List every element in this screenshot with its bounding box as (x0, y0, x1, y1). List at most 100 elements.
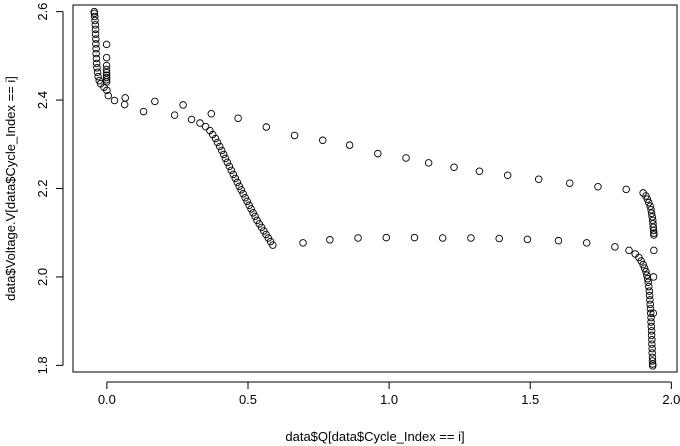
data-point (121, 94, 129, 102)
data-point (645, 291, 654, 300)
data-point (91, 25, 100, 34)
data-point (92, 40, 100, 48)
data-point (523, 235, 532, 244)
data-point (92, 54, 101, 63)
data-point (645, 282, 653, 291)
y-tick-label: 2.6 (35, 3, 50, 21)
data-point (648, 213, 656, 221)
data-point (475, 167, 484, 176)
data-point (216, 142, 224, 151)
data-point (299, 239, 307, 247)
data-point (647, 322, 656, 331)
data-point (102, 40, 111, 49)
data-point (554, 236, 563, 245)
data-point (241, 194, 249, 202)
data-point (648, 357, 657, 365)
data-point (102, 65, 111, 74)
y-axis: 1.8 2.0 2.2 2.4 2.6 (35, 3, 64, 374)
plot-frame (72, 4, 678, 373)
data-point (650, 246, 658, 255)
data-point (229, 170, 238, 179)
data-point (219, 150, 228, 159)
data-point (102, 61, 111, 70)
data-point (102, 73, 111, 82)
data-point (92, 35, 100, 43)
data-point (102, 53, 111, 62)
data-point (639, 260, 647, 269)
data-point (231, 174, 240, 183)
data-point (223, 158, 232, 167)
data-point (110, 96, 119, 105)
data-point (649, 309, 658, 317)
data-point (648, 335, 656, 344)
data-point (640, 264, 649, 272)
y-tick-label: 2.0 (35, 268, 50, 286)
data-point (648, 216, 657, 225)
data-point (290, 131, 299, 140)
data-point (262, 123, 271, 131)
data-point (201, 122, 210, 131)
data-point (319, 136, 327, 145)
data-point (211, 134, 220, 143)
data-point (645, 287, 654, 295)
data-point (646, 202, 654, 210)
data-point (438, 234, 447, 242)
data-point (251, 212, 259, 221)
data-point (611, 243, 619, 251)
data-point (637, 257, 645, 265)
data-point (235, 182, 243, 191)
data-point (102, 75, 111, 84)
data-point (247, 205, 255, 213)
data-point (647, 318, 655, 326)
data-point (92, 49, 100, 58)
data-point (565, 179, 574, 187)
y-tick-label: 1.8 (35, 356, 50, 374)
data-point (92, 59, 101, 68)
data-point (647, 327, 656, 335)
data-point (648, 362, 657, 370)
data-point (647, 205, 655, 214)
data-point (646, 296, 654, 304)
data-point (647, 209, 656, 218)
data-point (643, 195, 652, 203)
data-point (234, 114, 242, 122)
data-point (139, 107, 148, 116)
x-tick-label: 0.5 (239, 392, 257, 407)
data-point (402, 154, 410, 162)
y-axis-title: data$Voltage.V[data$Cycle_Index == i] (3, 76, 18, 301)
x-tick-label: 2.0 (662, 392, 680, 407)
data-point (410, 233, 419, 242)
data-point (217, 146, 226, 155)
data-point (104, 91, 113, 100)
data-point (90, 9, 99, 18)
data-point (196, 119, 204, 127)
data-point (187, 115, 196, 124)
data-point (647, 331, 656, 340)
data-point (170, 111, 179, 119)
data-point (594, 182, 602, 191)
x-axis-title: data$Q[data$Cycle_Index == i] (285, 429, 464, 444)
data-point (151, 97, 159, 106)
data-point (213, 138, 222, 147)
data-point (93, 68, 102, 76)
data-point (91, 21, 100, 29)
data-point (179, 101, 187, 109)
data-point (239, 190, 247, 198)
data-point (643, 271, 651, 279)
data-point (648, 349, 656, 357)
data-point (646, 300, 654, 309)
data-point (354, 234, 362, 242)
data-point (382, 233, 391, 242)
data-point (534, 175, 543, 183)
x-tick-label: 0.0 (98, 392, 116, 407)
data-point (647, 313, 655, 322)
data-point (249, 209, 257, 217)
data-point (92, 45, 100, 53)
data-point (227, 166, 236, 175)
data-point (622, 185, 630, 194)
data-point (245, 201, 253, 210)
x-axis: 0.0 0.5 1.0 1.5 2.0 (98, 381, 680, 407)
data-point (649, 223, 658, 232)
data-point (243, 197, 251, 206)
